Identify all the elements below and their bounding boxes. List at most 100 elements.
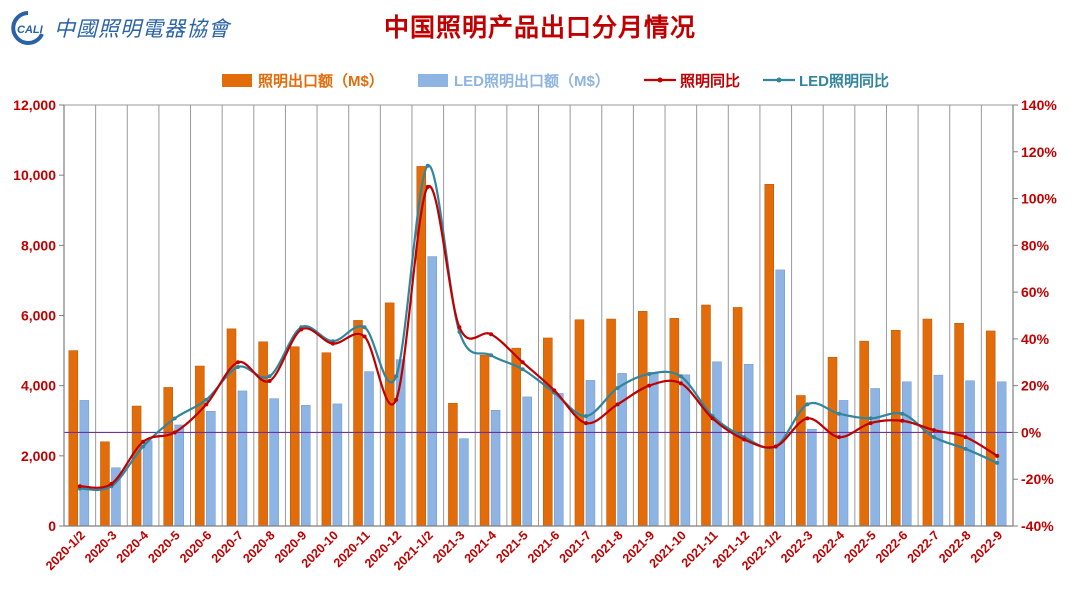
- line-point: [900, 418, 905, 423]
- line-point: [995, 460, 1000, 465]
- y-left-tick-label: 0: [48, 518, 56, 534]
- y-right-tick-label: 60%: [1021, 284, 1050, 300]
- bar-led: [775, 269, 785, 527]
- line-point: [963, 435, 968, 440]
- y-right-tick-label: 40%: [1021, 331, 1050, 347]
- bar-lighting: [637, 311, 648, 527]
- line-point: [742, 437, 747, 442]
- bar-led: [206, 411, 216, 527]
- y-left-tick-label: 12,000: [13, 97, 56, 113]
- line-point: [678, 381, 683, 386]
- legend-swatch: [222, 74, 252, 87]
- bars: [68, 166, 1007, 527]
- bar-lighting: [131, 405, 142, 527]
- line-point: [235, 364, 240, 369]
- line-point: [615, 402, 620, 407]
- bar-led: [490, 409, 501, 527]
- legend-label: 照明出口额（M$）: [258, 72, 384, 90]
- x-tick-label: 2022-6: [873, 528, 910, 565]
- x-tick-label: 2022-4: [810, 528, 847, 565]
- legend-label: 照明同比: [680, 72, 740, 90]
- line-point: [710, 416, 715, 421]
- line-point: [362, 334, 367, 339]
- x-tick-label: 2020-1/2: [43, 528, 88, 573]
- bar-led: [902, 381, 912, 527]
- line-point: [489, 332, 494, 337]
- bar-led: [965, 380, 975, 527]
- bar-led: [237, 390, 248, 527]
- bar-led: [585, 380, 596, 527]
- bar-lighting: [859, 340, 869, 527]
- line-point: [267, 378, 272, 383]
- bar-lighting: [954, 322, 964, 527]
- y-right-tick-label: -40%: [1021, 518, 1054, 534]
- bar-led: [933, 374, 944, 527]
- line-point: [520, 360, 525, 365]
- bar-led: [427, 256, 438, 527]
- line-point: [583, 414, 588, 419]
- x-tick-label: 2021-4: [462, 528, 499, 565]
- line-point: [647, 371, 652, 376]
- bar-lighting: [827, 356, 838, 527]
- x-tick-label: 2021-8: [588, 528, 625, 565]
- line-point: [267, 374, 272, 379]
- line-point: [204, 402, 209, 407]
- x-tick-label: 2020-4: [114, 528, 151, 565]
- bar-led: [648, 372, 659, 527]
- line-point: [204, 397, 209, 402]
- bar-led: [554, 393, 564, 527]
- x-tick-label: 2022-7: [905, 528, 942, 565]
- x-tick-label: 2020-7: [209, 528, 246, 565]
- line-point: [900, 411, 905, 416]
- line-point: [235, 360, 240, 365]
- bar-led: [301, 405, 311, 527]
- bar-lighting: [416, 166, 427, 527]
- bar-led: [142, 440, 153, 527]
- line-point: [678, 374, 683, 379]
- x-tick-label: 2020-5: [145, 528, 182, 565]
- bar-led: [743, 364, 754, 527]
- bar-lighting: [764, 184, 774, 527]
- bar-led: [269, 398, 279, 527]
- bar-lighting: [669, 318, 680, 527]
- y-right-tick-label: 20%: [1021, 378, 1050, 394]
- bar-lighting: [353, 320, 363, 527]
- y-left-tick-label: 4,000: [21, 378, 56, 394]
- line-point: [868, 421, 873, 426]
- y-left-tick-label: 6,000: [21, 308, 56, 324]
- bar-lighting: [479, 354, 490, 527]
- line-point: [172, 416, 177, 421]
- bar-led: [332, 403, 343, 527]
- y-right-tick-label: -20%: [1021, 471, 1054, 487]
- logo-text: 中國照明電器協會: [54, 17, 230, 41]
- line-point: [489, 353, 494, 358]
- legend-label: LED照明同比: [799, 72, 889, 90]
- bar-led: [364, 371, 374, 527]
- bar-lighting: [258, 341, 268, 527]
- line-point: [868, 416, 873, 421]
- x-tick-label: 2022-9: [968, 528, 1005, 565]
- legend-label: LED照明出口额（M$）: [454, 72, 610, 90]
- line-point: [837, 411, 842, 416]
- bar-lighting: [100, 441, 110, 527]
- line-point: [805, 402, 810, 407]
- lines: [64, 163, 1013, 492]
- x-tick-label: 2021-5: [493, 528, 530, 565]
- legend: 照明出口额（M$） LED照明出口额（M$） 照明同比 LED照明同比: [222, 72, 889, 90]
- x-tick-label: 2020-3: [82, 528, 119, 565]
- legend-swatch: [418, 74, 448, 87]
- line-point: [552, 388, 557, 393]
- line-point: [837, 435, 842, 440]
- line-point: [520, 367, 525, 372]
- x-tick-label: 2022-5: [841, 528, 878, 565]
- chart-title: 中国照明产品出口分月情况: [383, 13, 696, 42]
- bar-led: [522, 396, 532, 527]
- bar-lighting: [732, 307, 743, 527]
- bar-lighting: [606, 318, 616, 527]
- bar-led: [712, 361, 722, 527]
- y-left-tick-label: 8,000: [21, 237, 56, 253]
- line-point: [299, 327, 304, 332]
- bar-led: [807, 428, 817, 527]
- line-point: [394, 374, 399, 379]
- bar-led: [870, 388, 880, 527]
